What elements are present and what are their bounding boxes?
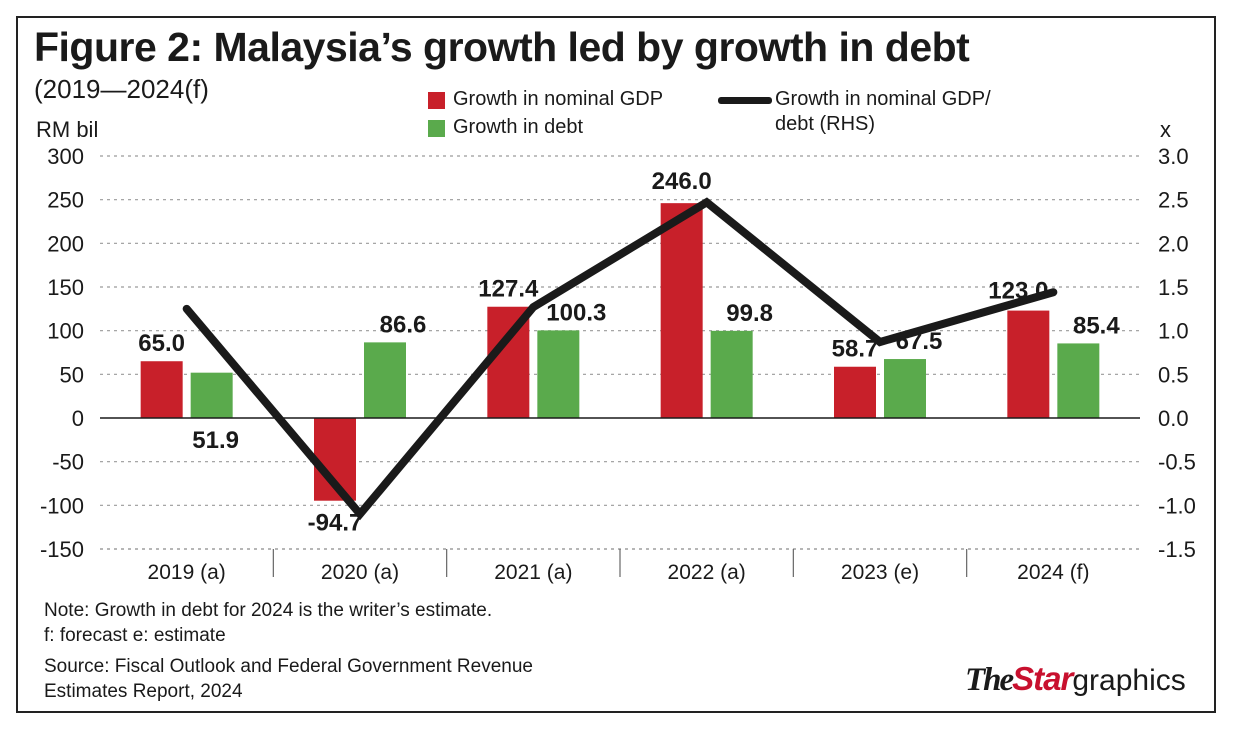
y-tick-label-left: 50 [60, 362, 84, 387]
x-tick-label: 2024 (f) [1017, 561, 1089, 584]
data-label-gdp: 58.7 [832, 336, 879, 363]
y-tick-label-left: 100 [47, 319, 84, 344]
y-tick-label-left: -150 [40, 537, 84, 562]
y-tick-label-right: 0.5 [1158, 362, 1189, 387]
y-tick-label-right: 2.0 [1158, 231, 1189, 256]
legend-swatch-debt [428, 120, 445, 137]
y-tick-label-right: 2.5 [1158, 188, 1189, 213]
source-text-1: Source: Fiscal Outlook and Federal Gover… [44, 656, 533, 677]
y-tick-label-right: 0.0 [1158, 406, 1189, 431]
data-label-debt: 86.6 [380, 311, 427, 338]
y-tick-label-right: -0.5 [1158, 450, 1196, 475]
legend-swatch-gdp [428, 92, 445, 109]
data-label-debt: 99.8 [726, 300, 773, 327]
y-tick-label-left: 0 [72, 406, 84, 431]
y-tick-label-right: -1.5 [1158, 537, 1196, 562]
legend-label-debt: Growth in debt [453, 116, 584, 138]
data-label-gdp: 127.4 [478, 276, 539, 303]
bar-debt [1057, 343, 1100, 418]
legend-line-ratio [718, 97, 772, 104]
y-tick-label-right: 1.5 [1158, 275, 1189, 300]
bar-gdp [834, 366, 876, 418]
data-label-debt: 51.9 [192, 427, 239, 454]
y-tick-label-left: -50 [52, 450, 84, 475]
source-text-2: Estimates Report, 2024 [44, 681, 243, 702]
y-tick-label-left: -100 [40, 493, 84, 518]
data-label-gdp: 123.0 [988, 278, 1048, 305]
chart-frame [16, 16, 1216, 713]
thestar-graphics-logo: TheStargraphics [965, 660, 1186, 698]
y-tick-label-right: -1.0 [1158, 493, 1196, 518]
x-tick-label: 2023 (e) [841, 561, 919, 584]
bar-debt [884, 359, 926, 418]
bar-debt [190, 372, 233, 418]
y-tick-label-right: 1.0 [1158, 319, 1189, 344]
x-tick-label: 2021 (a) [494, 561, 572, 584]
data-label-debt: 100.3 [546, 299, 606, 326]
ratio-line [182, 197, 1058, 521]
x-tick-label: 2019 (a) [148, 561, 226, 584]
x-tick-label: 2020 (a) [321, 561, 399, 584]
y-axis-label-right: x [1160, 117, 1171, 142]
legend-label-gdp: Growth in nominal GDP [453, 88, 664, 110]
y-tick-label-left: 250 [47, 188, 84, 213]
legend-label-ratio-2: debt (RHS) [775, 113, 876, 135]
bar-debt [710, 330, 753, 418]
y-axis-label-left: RM bil [36, 117, 99, 142]
data-label-gdp: 65.0 [138, 330, 185, 357]
x-tick-label: 2022 (a) [668, 561, 746, 584]
y-tick-label-left: 300 [47, 144, 84, 169]
bar-gdp [660, 203, 703, 418]
bar-gdp [140, 361, 183, 418]
note-legend-text: f: forecast e: estimate [44, 625, 226, 646]
bar-debt [537, 330, 580, 418]
y-tick-label-left: 150 [47, 275, 84, 300]
data-label-debt: 67.5 [896, 328, 943, 355]
legend-label-ratio-1: Growth in nominal GDP/ [775, 88, 991, 110]
chart-title: Figure 2: Malaysia’s growth led by growt… [34, 24, 970, 70]
bar-debt [364, 342, 406, 418]
y-tick-label-right: 3.0 [1158, 144, 1189, 169]
chart-subtitle: (2019—2024(f) [34, 74, 209, 104]
bar-gdp [1007, 310, 1050, 418]
data-label-gdp: 246.0 [652, 168, 712, 195]
y-tick-label-left: 200 [47, 231, 84, 256]
data-label-gdp: -94.7 [308, 510, 363, 537]
note-text: Note: Growth in debt for 2024 is the wri… [44, 600, 493, 621]
data-label-debt: 85.4 [1073, 312, 1120, 339]
